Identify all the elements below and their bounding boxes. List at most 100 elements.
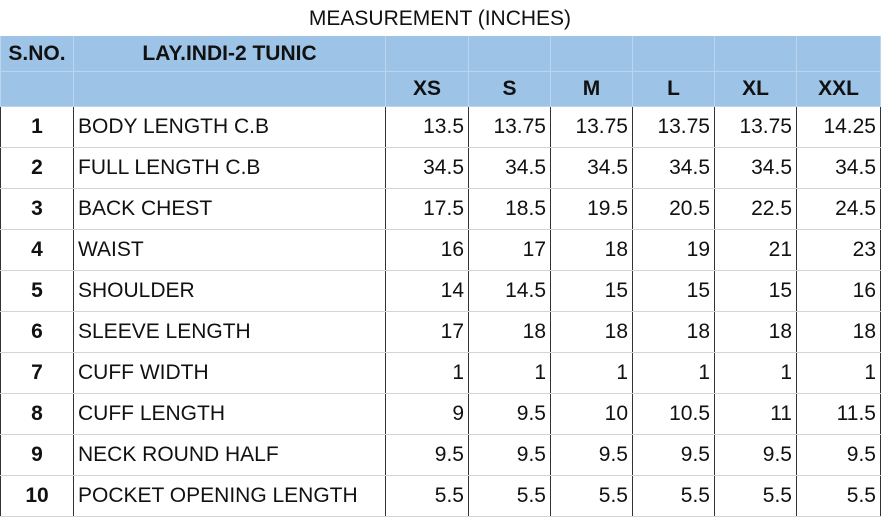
- row-number: 4: [0, 229, 74, 271]
- measure-value: 11: [714, 393, 797, 435]
- data-row: 10 POCKET OPENING LENGTH 5.5 5.5 5.5 5.5 5.5 5.…: [0, 475, 881, 517]
- measure-value: 34.5: [714, 147, 797, 189]
- measure-value: 18.5: [468, 188, 551, 230]
- header-cell: [632, 36, 715, 72]
- measure-value: 13.75: [468, 106, 551, 148]
- measure-value: 1: [632, 352, 715, 394]
- measure-value: 5.5: [714, 475, 797, 517]
- measure-value: 22.5: [714, 188, 797, 230]
- measure-value: 16: [385, 229, 469, 271]
- measure-value: 1: [468, 352, 551, 394]
- measure-value: 9.5: [550, 434, 633, 476]
- row-number: 5: [0, 270, 74, 312]
- measure-name: CUFF LENGTH: [73, 393, 386, 435]
- measure-value: 9: [385, 393, 469, 435]
- measure-name: WAIST: [73, 229, 386, 271]
- measure-name: SHOULDER: [73, 270, 386, 312]
- row-number: 3: [0, 188, 74, 230]
- data-row: 7 CUFF WIDTH 1 1 1 1 1 1: [0, 352, 881, 394]
- measure-value: 24.5: [796, 188, 881, 230]
- row-number: 1: [0, 106, 74, 148]
- measure-value: 16: [796, 270, 881, 312]
- measure-value: 23: [796, 229, 881, 271]
- size-label: XS: [385, 71, 469, 107]
- measure-value: 9.5: [632, 434, 715, 476]
- measure-value: 18: [714, 311, 797, 353]
- measure-value: 34.5: [796, 147, 881, 189]
- measure-value: 17: [385, 311, 469, 353]
- measure-name: SLEEVE LENGTH: [73, 311, 386, 353]
- row-number: 7: [0, 352, 74, 394]
- measure-value: 20.5: [632, 188, 715, 230]
- measure-value: 15: [632, 270, 715, 312]
- measure-name: CUFF WIDTH: [73, 352, 386, 394]
- header-cell: [550, 36, 633, 72]
- data-row: 8 CUFF LENGTH 9 9.5 10 10.5 11 11.5: [0, 393, 881, 435]
- header-cell: [796, 36, 881, 72]
- measure-value: 1: [385, 352, 469, 394]
- measure-value: 15: [714, 270, 797, 312]
- measure-value: 13.75: [714, 106, 797, 148]
- measure-value: 10: [550, 393, 633, 435]
- measure-value: 13.75: [550, 106, 633, 148]
- measure-value: 1: [796, 352, 881, 394]
- measure-value: 13.5: [385, 106, 469, 148]
- measure-name: FULL LENGTH C.B: [73, 147, 386, 189]
- measure-value: 17: [468, 229, 551, 271]
- measure-value: 18: [468, 311, 551, 353]
- measure-value: 18: [796, 311, 881, 353]
- measure-value: 10.5: [632, 393, 715, 435]
- header-cell: [0, 71, 74, 107]
- measure-value: 34.5: [385, 147, 469, 189]
- measure-value: 14: [385, 270, 469, 312]
- data-row: 5 SHOULDER 14 14.5 15 15 15 16: [0, 270, 881, 312]
- data-row: 4 WAIST 16 17 18 19 21 23: [0, 229, 881, 271]
- measure-value: 5.5: [632, 475, 715, 517]
- data-row: 9 NECK ROUND HALF 9.5 9.5 9.5 9.5 9.5 9.5: [0, 434, 881, 476]
- measure-value: 13.75: [632, 106, 715, 148]
- measure-value: 5.5: [385, 475, 469, 517]
- measure-value: 9.5: [796, 434, 881, 476]
- header-cell: S.NO.: [0, 36, 74, 72]
- measure-value: 19: [632, 229, 715, 271]
- measure-name: BACK CHEST: [73, 188, 386, 230]
- header-cell: [468, 36, 551, 72]
- row-number: 8: [0, 393, 74, 435]
- header-cell: [73, 71, 386, 107]
- row-number: 6: [0, 311, 74, 353]
- measure-value: 11.5: [796, 393, 881, 435]
- header-row: S.NO. LAY.INDI-2 TUNIC: [0, 36, 881, 72]
- measure-value: 1: [550, 352, 633, 394]
- sheet-title: MEASUREMENT (INCHES): [308, 7, 572, 30]
- measure-value: 18: [632, 311, 715, 353]
- row-number: 9: [0, 434, 74, 476]
- measure-value: 15: [550, 270, 633, 312]
- header-cell: [385, 36, 469, 72]
- measure-value: 9.5: [714, 434, 797, 476]
- measure-value: 21: [714, 229, 797, 271]
- measure-name: BODY LENGTH C.B: [73, 106, 386, 148]
- measure-value: 9.5: [468, 434, 551, 476]
- size-label: L: [632, 71, 715, 107]
- measure-value: 34.5: [550, 147, 633, 189]
- measure-value: 14.25: [796, 106, 881, 148]
- row-number: 2: [0, 147, 74, 189]
- row-number: 10: [0, 475, 74, 517]
- measure-value: 34.5: [632, 147, 715, 189]
- measure-name: POCKET OPENING LENGTH: [73, 475, 386, 517]
- size-label: XXL: [796, 71, 881, 107]
- measure-value: 1: [714, 352, 797, 394]
- measure-value: 19.5: [550, 188, 633, 230]
- measure-value: 5.5: [796, 475, 881, 517]
- table-body: S.NO. LAY.INDI-2 TUNIC XS S M L XL XXL 1 BODY LEN…: [0, 36, 881, 517]
- header-cell: LAY.INDI-2 TUNIC: [73, 36, 386, 72]
- measure-value: 18: [550, 229, 633, 271]
- size-label: M: [550, 71, 633, 107]
- header-cell: [714, 36, 797, 72]
- measure-value: 5.5: [468, 475, 551, 517]
- data-row: 2 FULL LENGTH C.B 34.5 34.5 34.5 34.5 34.5 34.5: [0, 147, 881, 189]
- size-row: XS S M L XL XXL: [0, 71, 881, 107]
- data-row: 1 BODY LENGTH C.B 13.5 13.75 13.75 13.75 13.75…: [0, 106, 881, 148]
- measure-value: 9.5: [385, 434, 469, 476]
- size-label: XL: [714, 71, 797, 107]
